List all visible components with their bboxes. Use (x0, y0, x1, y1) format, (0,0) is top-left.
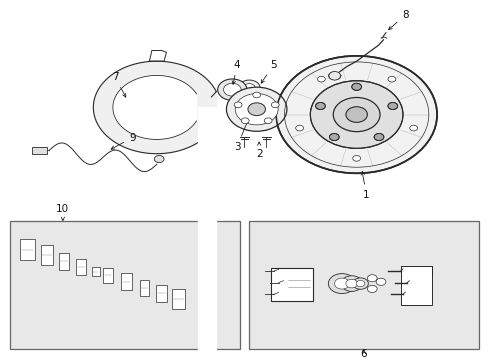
Circle shape (340, 276, 362, 291)
Circle shape (345, 279, 357, 288)
Circle shape (356, 280, 364, 287)
Bar (76, 259, 86, 275)
Circle shape (276, 56, 436, 173)
Circle shape (352, 156, 360, 161)
Circle shape (226, 87, 286, 131)
Bar (10, 221, 239, 350)
Polygon shape (93, 61, 216, 154)
Text: 3: 3 (233, 114, 250, 152)
Text: 5: 5 (261, 60, 277, 83)
Text: 7: 7 (112, 72, 125, 97)
Circle shape (238, 80, 260, 96)
Circle shape (264, 118, 271, 123)
Bar (103, 268, 113, 283)
Circle shape (351, 83, 361, 90)
Circle shape (409, 125, 417, 131)
Text: 2: 2 (255, 142, 262, 159)
Circle shape (328, 72, 340, 80)
Circle shape (243, 84, 255, 92)
Text: 6: 6 (360, 349, 366, 359)
Text: 10: 10 (56, 204, 69, 220)
Circle shape (387, 103, 397, 109)
Text: 4: 4 (232, 60, 240, 84)
Circle shape (234, 102, 242, 108)
Circle shape (241, 118, 248, 123)
Bar (140, 280, 149, 296)
Bar (59, 253, 69, 270)
Bar (156, 285, 166, 302)
Text: 1: 1 (361, 171, 369, 200)
Circle shape (373, 134, 383, 140)
Circle shape (352, 278, 367, 289)
Circle shape (375, 278, 385, 285)
Circle shape (366, 275, 376, 282)
Circle shape (366, 285, 376, 292)
Circle shape (310, 81, 402, 148)
Text: 8: 8 (388, 10, 408, 30)
Bar (171, 289, 185, 309)
Bar (249, 221, 478, 350)
Circle shape (235, 94, 278, 125)
Circle shape (223, 83, 241, 96)
Circle shape (345, 107, 366, 122)
Bar (41, 245, 53, 265)
Bar (32, 147, 47, 154)
Polygon shape (113, 76, 196, 139)
Circle shape (315, 103, 325, 109)
Circle shape (317, 76, 325, 82)
Circle shape (252, 92, 260, 98)
Circle shape (247, 103, 265, 116)
Circle shape (217, 79, 246, 100)
Text: 9: 9 (111, 133, 135, 149)
Circle shape (154, 156, 163, 163)
Bar (400, 266, 431, 305)
Circle shape (271, 102, 279, 108)
Bar (121, 273, 132, 290)
Circle shape (332, 98, 379, 132)
Circle shape (334, 278, 349, 289)
Circle shape (328, 274, 355, 293)
Bar (271, 267, 312, 301)
Bar (20, 239, 35, 260)
Circle shape (387, 76, 395, 82)
Circle shape (295, 125, 303, 131)
Circle shape (329, 134, 339, 140)
Bar (92, 267, 100, 276)
